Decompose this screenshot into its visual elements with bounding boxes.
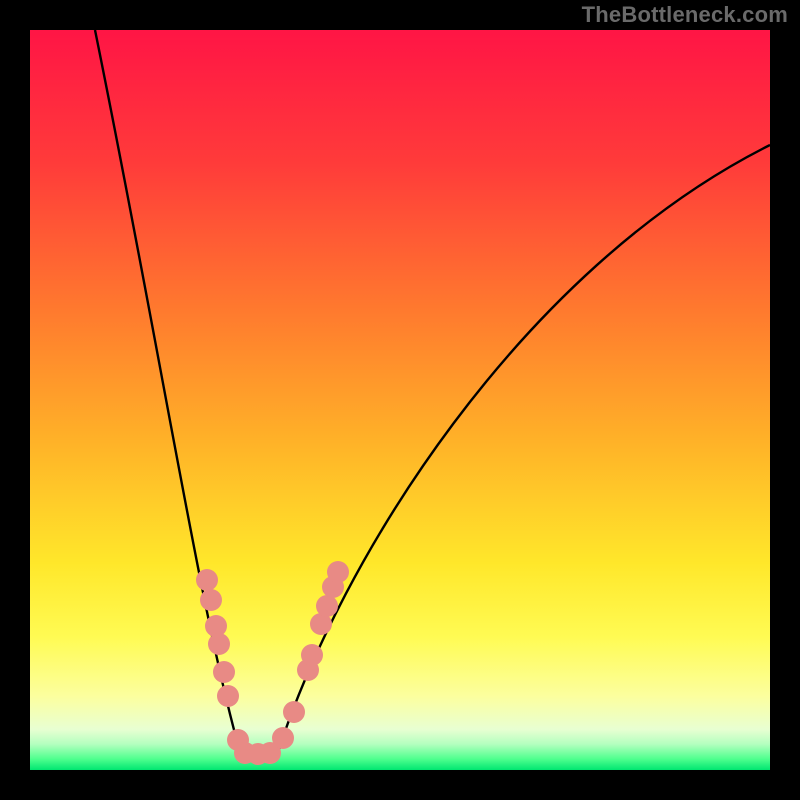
data-marker <box>301 644 323 666</box>
data-marker <box>200 589 222 611</box>
data-marker <box>327 561 349 583</box>
chart-canvas: TheBottleneck.com <box>0 0 800 800</box>
watermark-text: TheBottleneck.com <box>582 2 788 28</box>
plot-gradient-background <box>30 30 770 770</box>
data-marker <box>316 595 338 617</box>
bottleneck-chart-svg <box>0 0 800 800</box>
data-marker <box>196 569 218 591</box>
data-marker <box>208 633 230 655</box>
data-marker <box>283 701 305 723</box>
data-marker <box>217 685 239 707</box>
data-marker <box>213 661 235 683</box>
data-marker <box>272 727 294 749</box>
